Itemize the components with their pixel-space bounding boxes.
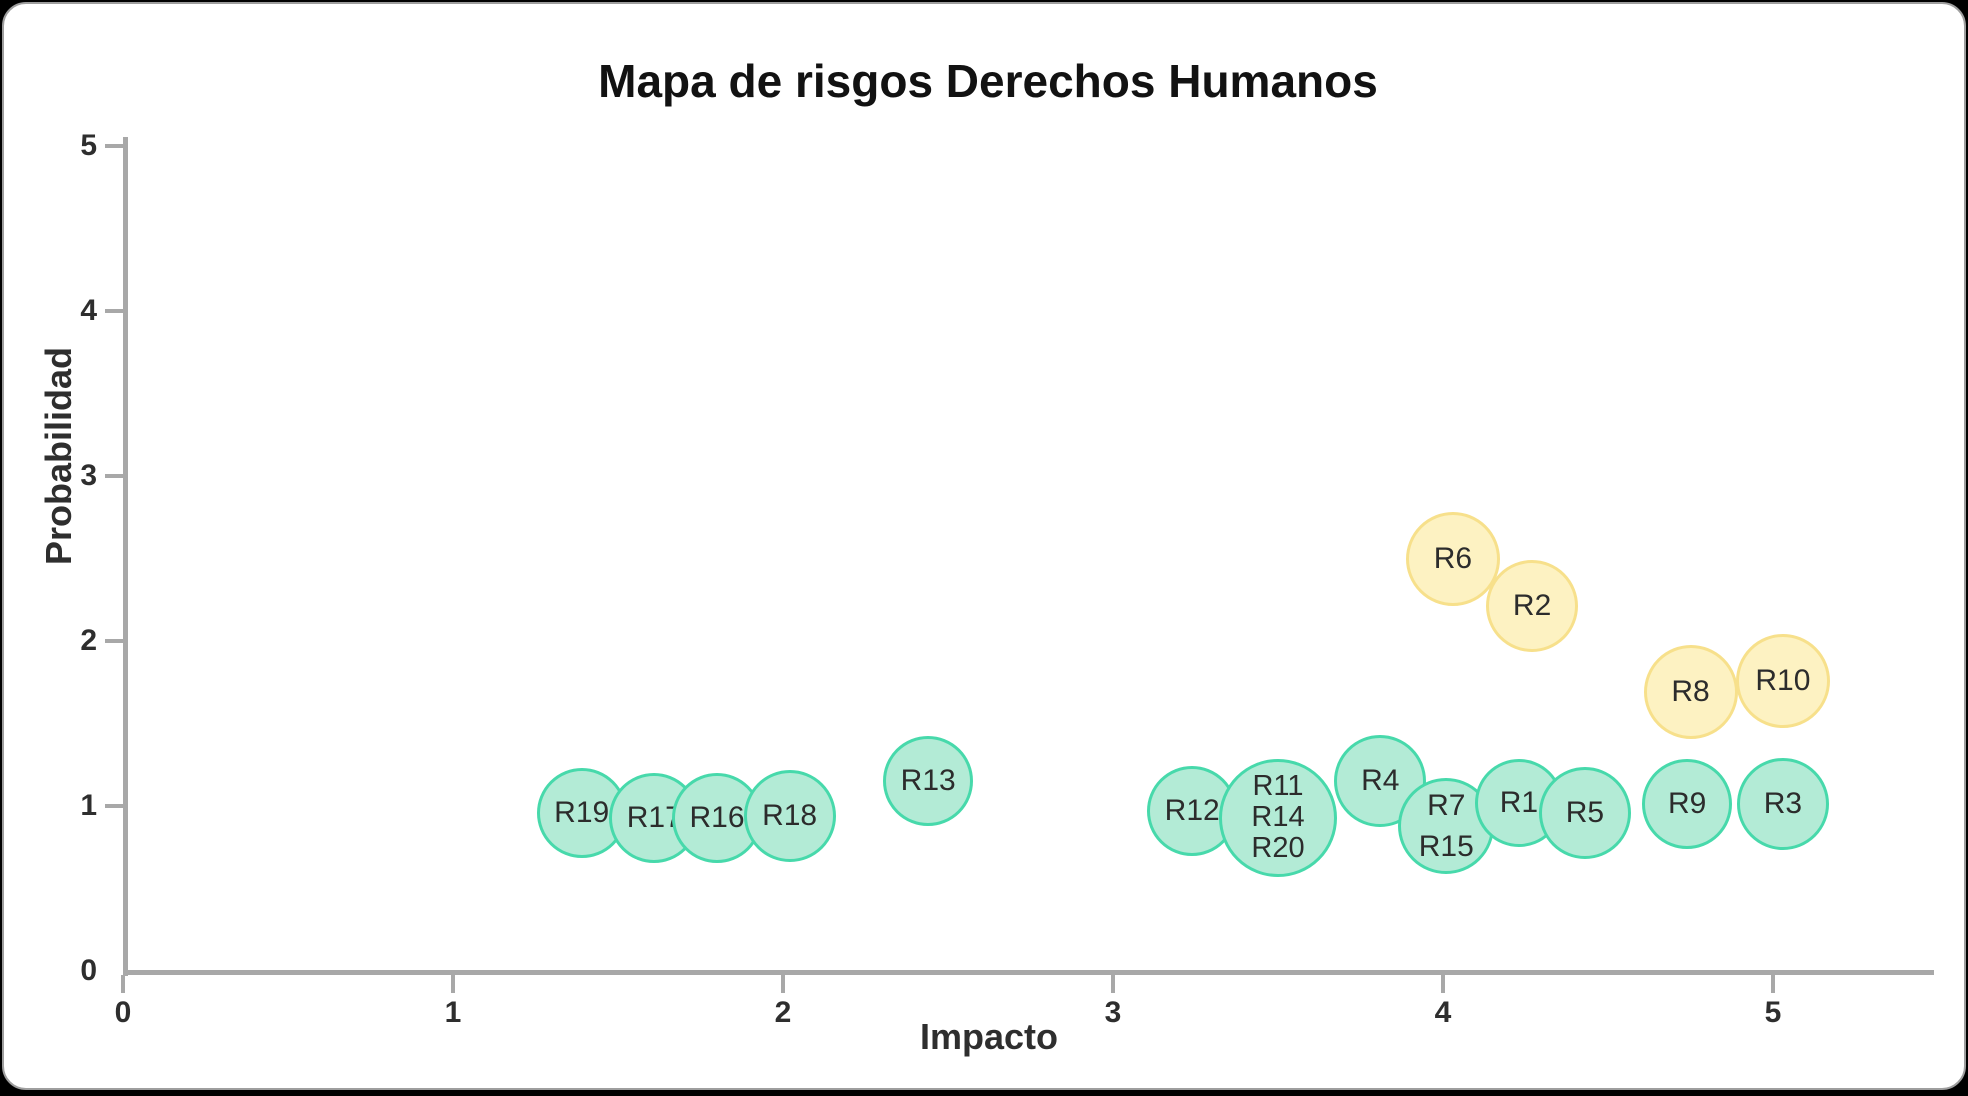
risk-bubble-label: R18 [762,798,818,832]
risk-bubble-r2: R2 [1486,560,1579,653]
risk-bubble-label: R1 [1499,785,1539,819]
risk-bubble-r8: R8 [1643,645,1738,740]
y-tick-label: 3 [80,459,97,492]
y-tick-label: 0 [80,954,97,987]
risk-bubble-label: R11 R14 R20 [1251,770,1305,865]
x-tick-label: 2 [774,996,792,1029]
y-tick-mark [105,144,123,148]
risk-bubble-label: R9 [1668,787,1707,821]
x-tick-mark [781,975,785,993]
risk-bubble-label: R13 [900,764,956,798]
risk-bubble-r5: R5 [1538,766,1631,859]
risk-bubble-label: R16 [689,800,745,834]
risk-bubble-label: R7 R15 [1418,788,1474,863]
risk-bubble-label: R4 [1361,764,1400,798]
x-tick-label: 3 [1104,996,1122,1029]
y-tick-mark [105,804,123,808]
risk-bubble-r13: R13 [883,736,974,827]
y-tick-label: 5 [80,129,97,162]
x-tick-mark [1111,975,1115,993]
y-tick-label: 1 [80,789,97,822]
risk-bubble-r10: R10 [1735,633,1830,728]
risk-bubble-label: R3 [1763,787,1803,821]
x-axis-line [123,970,1934,975]
risk-bubble-r6: R6 [1405,511,1500,606]
x-tick-mark [121,975,125,993]
risk-bubble-r3: R3 [1736,758,1829,851]
x-tick-label: 5 [1764,996,1782,1029]
risk-bubble-r9: R9 [1642,759,1733,850]
x-tick-mark [1771,975,1775,993]
x-axis-title: Impacto [919,1016,1059,1057]
risk-bubble-label: R12 [1164,793,1220,827]
x-tick-label: 4 [1434,996,1452,1029]
risk-bubble-label: R6 [1433,541,1473,575]
risk-bubble-r4: R4 [1334,735,1427,828]
risk-bubble-r11-r14-r20: R11 R14 R20 [1219,758,1337,877]
risk-bubble-label: R2 [1512,589,1552,623]
x-tick-mark [1441,975,1445,993]
x-tick-mark [451,975,455,993]
y-tick-label: 2 [80,624,97,657]
risk-bubble-r7-r15: R7 R15 [1398,777,1495,874]
plot-area: Probabilidad Impacto 0 1 2 3 4 5 0 1 2 3 4 5 R19 R17 R… [4,4,1968,1096]
risk-bubble-label: R19 [554,795,610,829]
y-tick-mark [105,474,123,478]
risk-bubble-label: R10 [1755,663,1811,697]
y-axis-title: Probabilidad [38,346,79,566]
y-axis-line [123,137,128,976]
risk-bubble-label: R5 [1565,795,1605,829]
risk-bubble-r18: R18 [743,769,836,862]
risk-bubble-label: R8 [1671,675,1710,709]
y-tick-mark [105,639,123,643]
x-tick-label: 0 [114,996,132,1029]
chart-title: Mapa de risgos Derechos Humanos [598,55,1378,107]
y-tick-label: 4 [80,294,97,327]
x-tick-label: 1 [444,996,462,1029]
y-tick-mark [105,309,123,313]
